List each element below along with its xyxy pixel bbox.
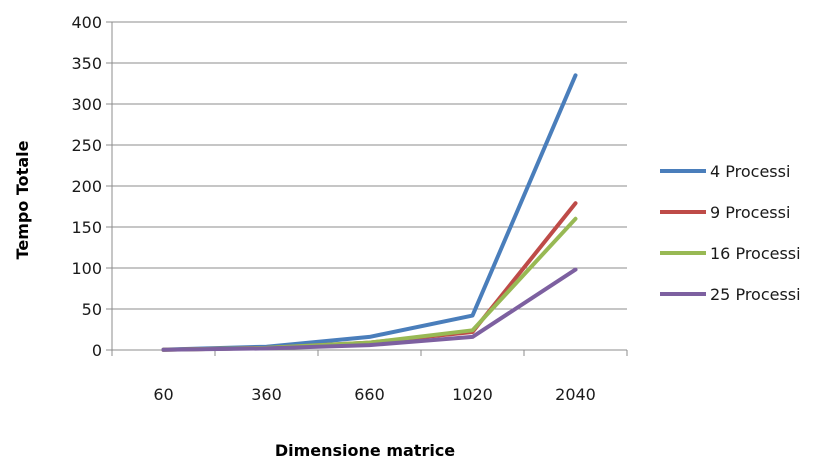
- x-tick-label: 2040: [555, 385, 596, 404]
- y-tick-label: 100: [71, 259, 102, 278]
- y-tick-label: 150: [71, 218, 102, 237]
- legend-label: 4 Processi: [710, 162, 790, 181]
- legend-label: 25 Processi: [710, 285, 801, 304]
- series-line-3: [161, 216, 578, 352]
- x-tick-label: 60: [153, 385, 173, 404]
- legend-label: 9 Processi: [710, 203, 790, 222]
- gridlines: [111, 21, 627, 351]
- x-axis-ticks: 60 360 660 1020 2040: [111, 350, 628, 404]
- y-tick-label: 250: [71, 136, 102, 155]
- x-tick-label: 360: [251, 385, 282, 404]
- x-tick-label: 660: [354, 385, 385, 404]
- x-tick-label: 1020: [452, 385, 493, 404]
- y-tick-label: 400: [71, 13, 102, 32]
- y-tick-label: 50: [82, 300, 102, 319]
- series-line-4: [161, 267, 578, 352]
- plot-area: [161, 73, 578, 352]
- legend-label: 16 Processi: [710, 244, 801, 263]
- x-axis-title: Dimensione matrice: [275, 441, 455, 460]
- series-line-2: [161, 201, 578, 352]
- legend: 4 Processi 9 Processi 16 Processi 25 Proces…: [660, 162, 801, 304]
- y-tick-label: 300: [71, 95, 102, 114]
- y-tick-label: 350: [71, 54, 102, 73]
- y-axis-title: Tempo Totale: [13, 140, 32, 259]
- y-tick-label: 0: [92, 341, 102, 360]
- y-axis-ticks: 0 50 100 150 200 250 300 350 400: [71, 13, 112, 360]
- y-tick-label: 200: [71, 177, 102, 196]
